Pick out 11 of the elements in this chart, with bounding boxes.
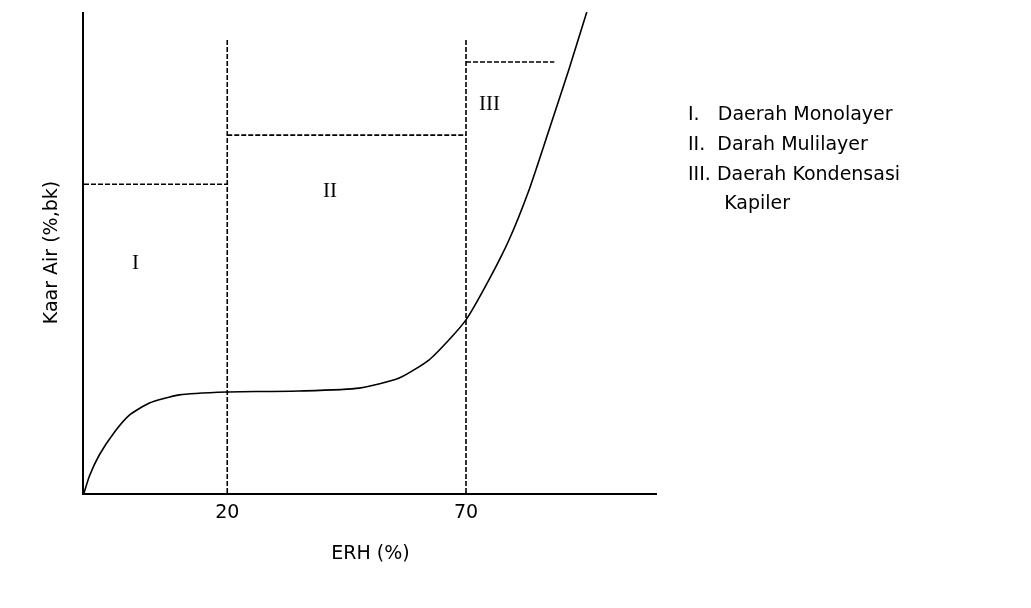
annotation: I [132, 250, 139, 274]
x-axis-title: ERH (%) [331, 540, 410, 563]
text: Kapiler [688, 191, 791, 213]
x-tick-label: 70 [453, 499, 479, 522]
y-axis-title: Kaar Air (%,bk) [38, 180, 61, 325]
text: III. Daerah Kondensasi [688, 162, 901, 184]
x-tick-label: 20 [215, 499, 240, 522]
annotation: II [323, 178, 337, 202]
text: II. Darah Mulilayer [688, 132, 868, 154]
annotation: III [479, 91, 500, 115]
text: I. Daerah Monolayer [688, 102, 893, 124]
